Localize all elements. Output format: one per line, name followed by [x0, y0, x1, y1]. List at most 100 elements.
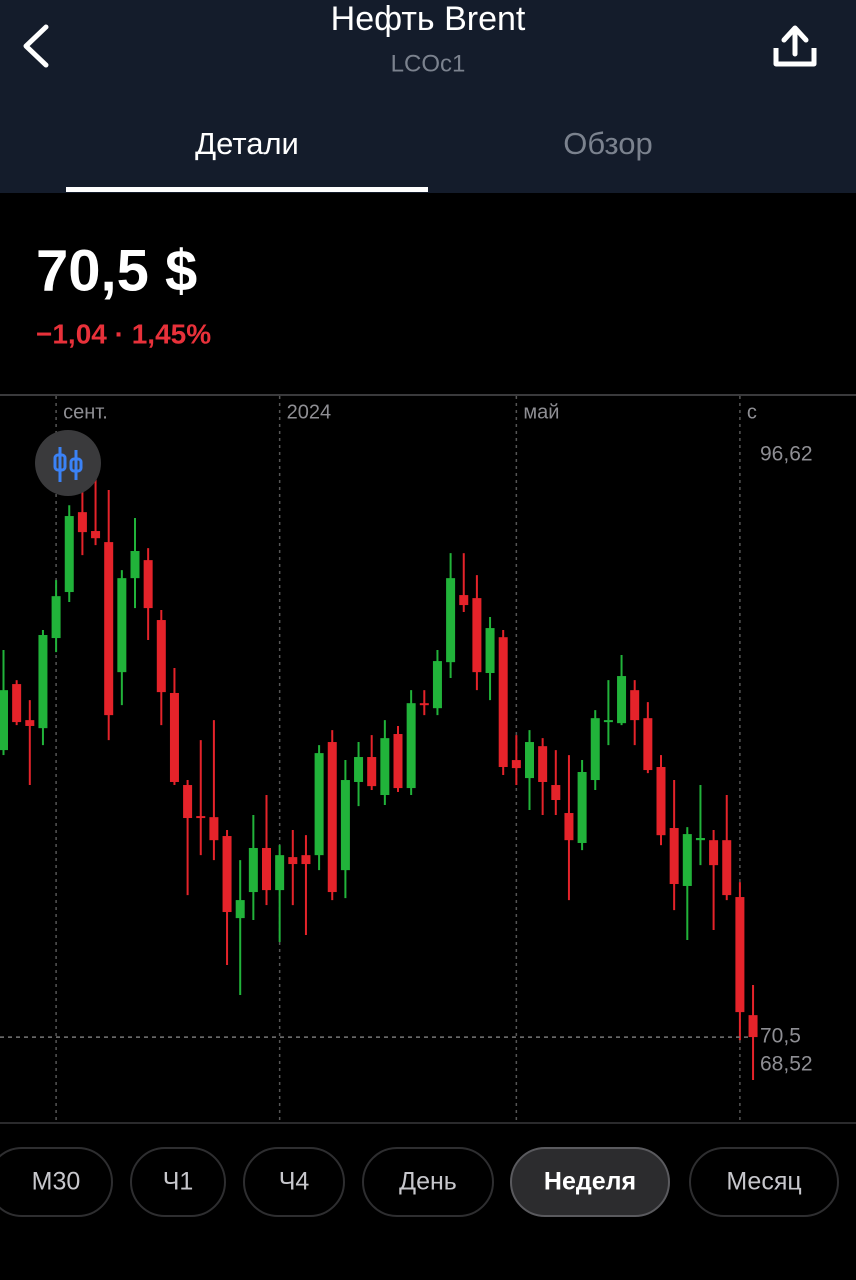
candle-body [354, 757, 364, 782]
x-tick-label: сент. [63, 401, 108, 423]
timeframe-selector: М30 Ч1 Ч4 День Неделя Месяц [0, 1147, 839, 1217]
header-bar [0, 0, 856, 193]
candle-body [156, 620, 166, 693]
candle-body [735, 897, 745, 1013]
price-label: 70,5 [760, 1025, 801, 1048]
candle-body [235, 900, 245, 919]
candle-body [12, 684, 22, 723]
price-label: 68,52 [760, 1053, 813, 1076]
candle-body [0, 690, 8, 751]
candle-body [472, 598, 482, 673]
candle-body [340, 780, 350, 871]
candle-body [722, 840, 732, 896]
candle-body [498, 637, 508, 768]
chart-type-circle [35, 430, 101, 496]
timeframe-pill [362, 1147, 494, 1217]
candle-body [459, 595, 469, 606]
candle-body [432, 661, 442, 709]
candle-body [25, 720, 35, 726]
timeframe-label: День [399, 1168, 457, 1196]
candle-body [393, 734, 403, 789]
candle-body [485, 628, 495, 674]
candle-body [143, 560, 153, 609]
timeframe-button[interactable]: М30 [0, 1147, 113, 1217]
candle-body [630, 690, 640, 721]
share-button[interactable] [773, 25, 817, 67]
timeframe-button[interactable]: Неделя [510, 1147, 670, 1217]
candle-body [117, 578, 127, 673]
candle-body [669, 828, 679, 885]
timeframe-label: Ч1 [163, 1168, 194, 1196]
candle-body [525, 742, 534, 779]
candle-body [91, 531, 101, 539]
share-arrow [781, 25, 809, 57]
candle-body [577, 772, 587, 843]
candle-body [51, 596, 61, 639]
candle-body [590, 718, 600, 781]
candle-body [38, 635, 48, 729]
candle-body [538, 746, 548, 782]
candle-body [209, 817, 219, 841]
candle-body [288, 857, 298, 865]
tab-underline [66, 187, 428, 192]
timeframe-button[interactable]: Ч1 [130, 1147, 226, 1217]
candle-body [301, 855, 311, 865]
candle-body [104, 542, 114, 716]
candle-body [603, 720, 613, 723]
candle-body [643, 718, 653, 771]
tab[interactable]: Детали [195, 126, 299, 161]
candle-body [682, 834, 692, 886]
candle-body [222, 836, 232, 913]
candle-body [695, 837, 705, 841]
candle-body [169, 692, 179, 782]
candle-body [748, 1015, 758, 1038]
candle-body [406, 703, 416, 789]
candle-body [130, 551, 140, 579]
share-tray [773, 48, 817, 67]
timeframe-pill [243, 1147, 345, 1217]
timeframe-button[interactable]: Месяц [689, 1147, 839, 1217]
tab[interactable]: Обзор [563, 126, 653, 161]
candle-body [77, 512, 87, 533]
back-button[interactable] [23, 24, 49, 68]
price-change: −1,04 · 1,45% [36, 318, 211, 349]
timeframe-pill [0, 1147, 113, 1217]
candle-body [183, 785, 193, 819]
candle-body [380, 738, 390, 796]
icon-body [69, 457, 83, 473]
price: 70,5 $ [36, 238, 197, 303]
candle-body [617, 676, 627, 724]
candle-body [446, 578, 456, 663]
timeframe-label: М30 [32, 1168, 81, 1196]
timeframe-button[interactable]: Ч4 [243, 1147, 345, 1217]
chart-type-button[interactable] [35, 430, 101, 496]
chart-type-icon [53, 447, 83, 482]
title: Нефть Brent [331, 0, 526, 38]
x-tick-label: май [523, 401, 559, 423]
candlestick-chart: сент. 2024 май с96,62 70,5 68,52 [0, 396, 813, 1120]
subtitle: LCOc1 [391, 50, 466, 77]
candle-body [709, 840, 719, 866]
candle-body [275, 855, 285, 891]
x-tick-label: с [747, 401, 757, 423]
candle-body [511, 760, 521, 769]
candle-body [419, 703, 429, 706]
candle-body [64, 516, 74, 593]
candle-body [248, 847, 258, 893]
candle-body [196, 816, 206, 819]
candle-body [564, 813, 574, 841]
tabs: Детали Обзор [66, 126, 653, 192]
candle-body [367, 757, 377, 787]
timeframe-label: Неделя [544, 1168, 636, 1196]
x-tick-label: 2024 [287, 401, 332, 423]
timeframe-label: Месяц [726, 1168, 801, 1196]
candle-body [314, 753, 324, 856]
timeframe-button[interactable]: День [362, 1147, 494, 1217]
timeframe-pill [689, 1147, 839, 1217]
timeframe-label: Ч4 [279, 1168, 310, 1196]
icon-body [53, 453, 67, 472]
candle-body [656, 767, 666, 836]
